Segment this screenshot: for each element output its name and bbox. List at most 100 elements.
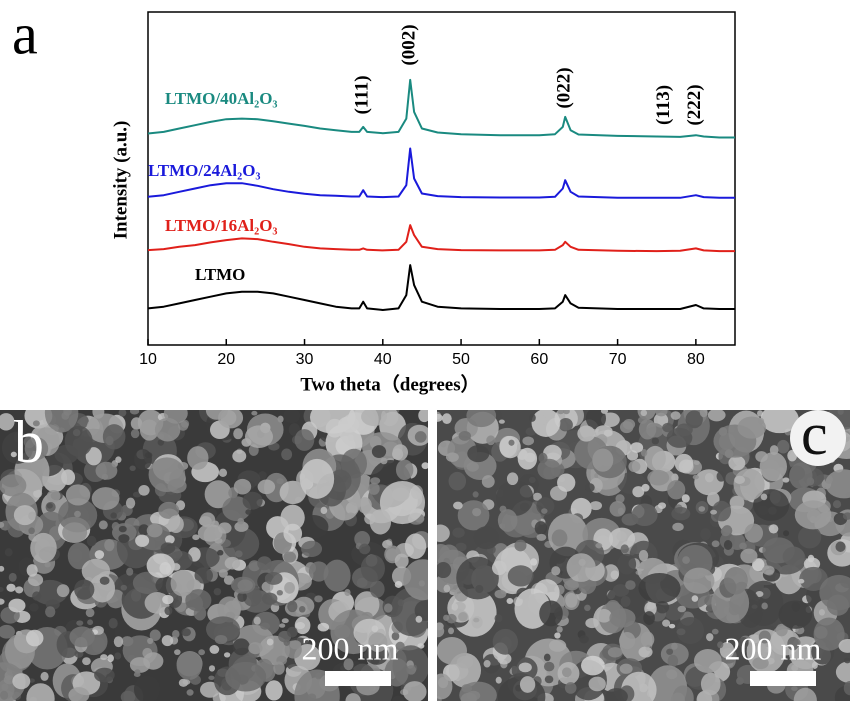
particle [698,506,705,512]
particle [647,470,669,486]
particle [761,602,767,609]
particle [760,452,787,481]
particle [126,568,133,576]
particle [100,577,110,585]
particle [134,669,140,674]
scale-bar-label: 200 nm [725,630,822,666]
particle [705,473,714,482]
particle [100,654,107,660]
x-tick-label: 30 [296,351,314,368]
particle [507,598,514,604]
particle [225,662,266,692]
particle [554,632,560,638]
particle [171,570,195,597]
particle [174,649,181,655]
particle [321,507,328,514]
particle [514,540,526,552]
legend-label: LTMO/40Al₂O₃ [165,89,278,108]
particle [187,689,194,695]
particle [134,449,152,470]
particle [671,643,677,650]
particle [69,549,82,563]
particle [164,606,172,615]
particle [795,500,832,529]
particle [219,469,227,477]
scale-bar [325,671,391,686]
x-tick-label: 20 [217,351,235,368]
particle [405,533,426,559]
particle [738,416,766,438]
particle [595,543,602,548]
particle [493,629,518,655]
particle [701,673,721,696]
particle [232,450,246,463]
particle [121,585,127,591]
particle [254,617,261,625]
particle [632,503,658,526]
particle [762,565,775,574]
particle [585,483,595,492]
peak-label: (002) [399,24,420,65]
particle [658,502,666,509]
particle [536,416,547,425]
particle [415,431,427,443]
particle [590,501,602,510]
particle [74,511,81,518]
particle [577,426,595,442]
particle [260,622,270,629]
particle [671,507,690,520]
particle [393,444,408,460]
particle [14,505,36,525]
particle [277,590,283,596]
particle [370,477,380,484]
particle [177,651,202,680]
particle [215,635,228,644]
particle [700,528,711,540]
particle [257,556,271,570]
particle [694,460,700,465]
particle [161,542,176,554]
particle [530,558,537,565]
particle [110,512,117,518]
particle [641,410,648,416]
particle [535,521,547,535]
particle [9,573,17,582]
particle [183,679,191,684]
particle [359,544,370,555]
particle [76,620,83,625]
particle [372,445,386,458]
particle [472,616,483,628]
particle [662,423,673,432]
particle [103,424,126,449]
particle [623,419,635,430]
particle [40,672,48,681]
particle [149,457,186,492]
particle [69,626,94,647]
particle [225,557,240,570]
particle [694,649,722,673]
particle [666,649,673,655]
particle [440,442,446,448]
particle [620,664,633,674]
particle [562,667,572,677]
particle [284,582,295,594]
particle [596,609,611,623]
particle [8,599,25,613]
scale-bar-label: 200 nm [302,630,399,666]
particle [95,550,104,559]
particle [474,526,500,549]
particle [520,676,535,693]
particle [172,630,179,638]
particle [473,491,479,497]
particle [498,509,518,532]
particle [162,635,173,646]
particle [443,615,449,621]
particle [370,509,391,534]
particle [495,590,507,599]
peak-label: (022) [554,67,575,108]
particle [283,408,300,423]
particle [94,668,115,683]
particle [675,454,694,473]
particle [719,427,728,436]
particle [358,497,372,513]
